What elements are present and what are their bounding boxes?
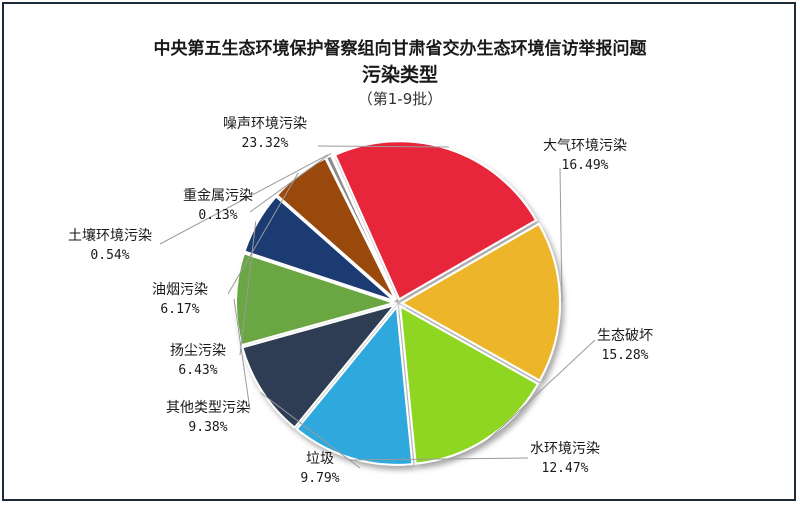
leader-line [233, 298, 251, 411]
slice-value-label: 0.13% [198, 208, 237, 223]
pie-slice [243, 195, 396, 302]
leader-line [350, 457, 529, 461]
slice-value-label: 9.38% [188, 420, 227, 435]
leader-line [239, 221, 257, 356]
pie-slice [399, 222, 561, 382]
slice-labels: 大气环境污染 16.49% 生态破坏 15.28% 水环境污染 12.47% 垃圾 9.79%… [68, 116, 653, 486]
slice-value-label: 9.79% [300, 471, 339, 486]
leader-line [559, 167, 563, 303]
pie-slice [241, 303, 398, 429]
slice-label: 土壤环境污染 [68, 227, 152, 244]
leader-line [317, 145, 449, 148]
slice-value-label: 23.32% [242, 136, 289, 151]
leader-line [260, 392, 361, 469]
slice-label: 扬尘污染 [170, 343, 226, 359]
leader-line [487, 339, 596, 441]
pie-slice [329, 153, 398, 300]
pie-slices [235, 140, 561, 466]
leader-lines [159, 145, 596, 469]
slice-value-label: 16.49% [562, 158, 609, 173]
slice-label: 生态破坏 [597, 328, 653, 344]
leader-line [249, 152, 332, 213]
slice-label: 水环境污染 [530, 441, 600, 457]
slice-label: 噪声环境污染 [223, 116, 307, 132]
slice-label: 其他类型污染 [166, 400, 250, 416]
slice-value-label: 6.17% [160, 302, 199, 317]
leader-line [227, 172, 299, 295]
slice-label: 大气环境污染 [543, 138, 627, 154]
pie-slice [399, 304, 540, 465]
chart-title: 中央第五生态环境保护督察组向甘肃省交办生态环境信访举报问题 [153, 39, 647, 59]
leader-line [159, 154, 328, 245]
slice-label: 垃圾 [306, 451, 334, 467]
chart-batch-note: （第1-9批） [357, 90, 443, 108]
slice-label: 重金属污染 [183, 188, 253, 204]
slice-value-label: 12.47% [542, 461, 589, 476]
slice-value-label: 0.54% [90, 248, 129, 263]
slice-value-label: 6.43% [178, 363, 217, 378]
pie-slice [295, 304, 414, 466]
slice-value-label: 15.28% [602, 348, 649, 363]
chart-subtitle: 污染类型 [361, 64, 438, 86]
slice-label: 油烟污染 [152, 282, 208, 298]
